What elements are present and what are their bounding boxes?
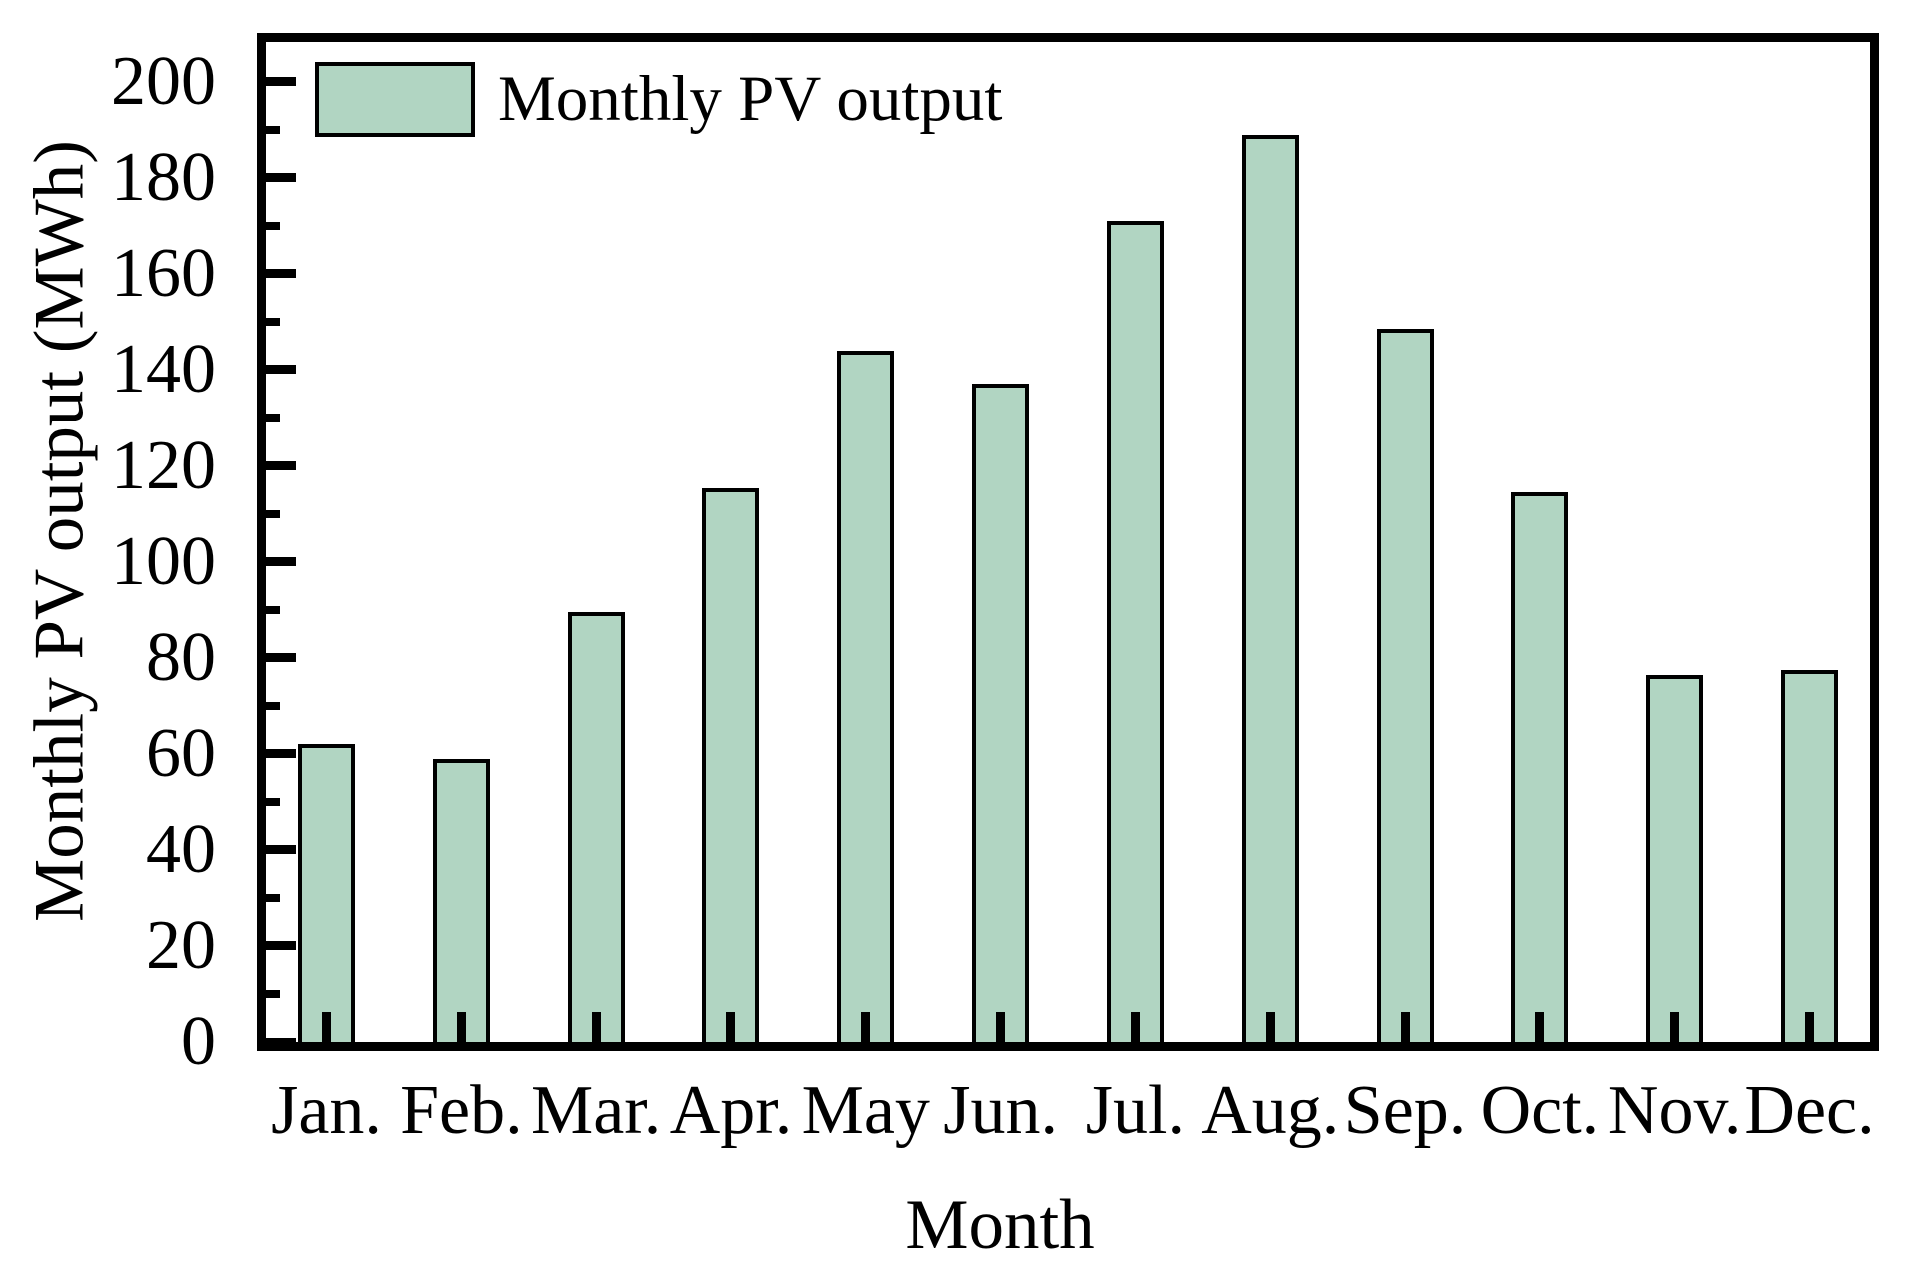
plot-area: Monthly PV output xyxy=(257,33,1879,1051)
bar-feb xyxy=(432,758,490,1042)
y-axis-major-tick xyxy=(266,365,296,375)
y-axis-title: Monthly PV output (MWh) xyxy=(20,140,99,922)
bar-dec xyxy=(1781,669,1838,1042)
x-axis-major-tick xyxy=(1130,1012,1140,1042)
y-tick-label: 200 xyxy=(111,42,216,120)
x-tick-label: May xyxy=(801,1072,930,1149)
x-axis-major-tick xyxy=(322,1012,331,1042)
bar-oct xyxy=(1511,492,1569,1042)
x-tick-label: Jun. xyxy=(943,1072,1058,1149)
y-axis-minor-tick xyxy=(266,797,280,806)
y-axis-major-tick xyxy=(266,173,296,183)
y-axis-major-tick xyxy=(266,653,296,663)
legend-label: Monthly PV output xyxy=(498,63,1003,135)
y-axis-major-tick xyxy=(266,461,296,471)
y-axis-minor-tick xyxy=(266,605,280,614)
y-axis-major-tick xyxy=(266,941,296,951)
x-axis-major-tick xyxy=(1265,1012,1275,1042)
y-tick-label: 40 xyxy=(146,810,216,888)
plot-inner: Monthly PV output xyxy=(266,42,1870,1047)
y-axis-minor-tick xyxy=(266,893,280,902)
legend-swatch-icon xyxy=(315,62,475,137)
bar-mar xyxy=(567,612,625,1042)
y-axis-major-tick xyxy=(266,269,296,279)
x-axis-major-tick xyxy=(1805,1012,1814,1042)
y-axis-minor-tick xyxy=(266,317,280,326)
y-tick-label: 80 xyxy=(146,618,216,696)
bar-sep xyxy=(1376,329,1434,1042)
y-axis-minor-tick xyxy=(266,125,280,134)
y-tick-label: 120 xyxy=(111,426,216,504)
y-tick-label: 180 xyxy=(111,138,216,216)
bar-aug xyxy=(1241,134,1299,1042)
x-tick-label: Apr. xyxy=(669,1072,793,1149)
y-tick-label: 140 xyxy=(111,330,216,408)
x-axis-title: Month xyxy=(905,1186,1095,1264)
x-tick-label: Sep. xyxy=(1343,1072,1467,1149)
y-axis-minor-tick xyxy=(266,221,280,230)
y-axis-minor-tick xyxy=(266,989,280,998)
bar-jul xyxy=(1106,221,1164,1042)
bar-apr xyxy=(702,487,760,1042)
x-axis-major-tick xyxy=(591,1012,601,1042)
x-tick-label: Dec. xyxy=(1744,1072,1875,1149)
x-axis-major-tick xyxy=(1535,1012,1545,1042)
x-tick-label: Jul. xyxy=(1085,1072,1186,1149)
y-axis-major-tick xyxy=(266,749,296,759)
y-tick-label: 0 xyxy=(181,1003,216,1080)
x-axis-major-tick xyxy=(726,1012,736,1042)
y-axis-major-tick xyxy=(266,557,296,567)
bar-jan xyxy=(298,744,355,1042)
x-tick-label: Feb. xyxy=(400,1072,523,1149)
y-axis-minor-tick xyxy=(266,701,280,710)
y-axis-major-tick xyxy=(266,1037,296,1047)
y-axis-minor-tick xyxy=(266,509,280,518)
y-tick-label: 60 xyxy=(146,714,216,792)
x-axis-major-tick xyxy=(1400,1012,1410,1042)
y-axis-minor-tick xyxy=(266,413,280,422)
x-tick-label: Oct. xyxy=(1480,1072,1600,1149)
x-axis-major-tick xyxy=(1670,1012,1680,1042)
x-axis-major-tick xyxy=(996,1012,1006,1042)
legend: Monthly PV output xyxy=(315,62,1002,137)
bar-may xyxy=(837,350,895,1042)
bar-jun xyxy=(972,384,1030,1042)
y-axis-major-tick xyxy=(266,845,296,855)
y-tick-label: 100 xyxy=(111,522,216,600)
y-axis-major-tick xyxy=(266,77,296,87)
y-tick-label: 20 xyxy=(146,906,216,984)
x-tick-label: Nov. xyxy=(1607,1072,1742,1149)
x-tick-label: Aug. xyxy=(1201,1072,1340,1149)
bar-nov xyxy=(1646,674,1704,1042)
x-axis-major-tick xyxy=(861,1012,871,1042)
y-tick-label: 160 xyxy=(111,234,216,312)
x-tick-label: Mar. xyxy=(530,1072,662,1149)
x-axis-major-tick xyxy=(456,1012,466,1042)
x-tick-label: Jan. xyxy=(271,1072,382,1149)
